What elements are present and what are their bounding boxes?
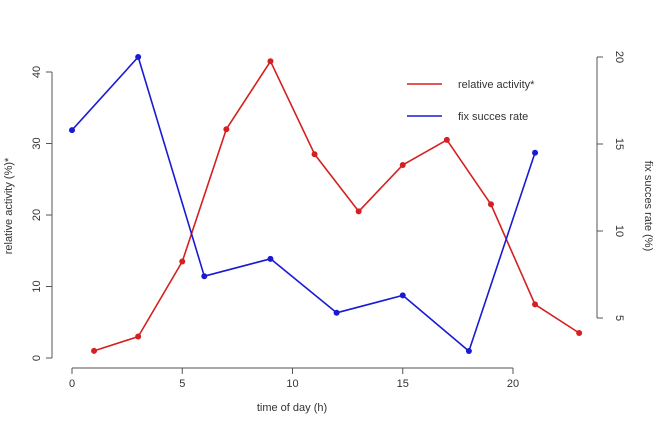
data-point-fix-success-rate	[135, 54, 142, 60]
x-tick-label: 5	[179, 378, 185, 390]
y-right-tick-label: 10	[613, 225, 625, 237]
y-left-tick-label: 20	[31, 209, 43, 221]
data-point-fix-success-rate	[267, 255, 274, 262]
legend-label: fix succes rate	[458, 111, 528, 123]
data-point-relative-activity	[355, 208, 362, 215]
x-axis-label: time of day (h)	[257, 402, 327, 414]
data-point-relative-activity	[135, 333, 142, 340]
series-relative-activity	[91, 58, 583, 354]
data-point-fix-success-rate	[399, 292, 406, 299]
axes-group: 0 5 10 15 20 0 10 20 30 40 5 10 15 20	[31, 51, 625, 390]
x-tick-label: 15	[397, 378, 409, 390]
y-right-tick-label: 5	[613, 315, 625, 321]
y-right-tick-label: 20	[613, 51, 625, 63]
data-point-fix-success-rate	[333, 309, 340, 316]
data-point-relative-activity	[267, 58, 274, 65]
data-point-relative-activity	[576, 329, 583, 336]
series-group	[69, 54, 583, 355]
data-point-fix-success-rate	[532, 149, 539, 156]
y-right-tick-label: 15	[613, 138, 625, 150]
data-point-relative-activity	[532, 301, 539, 308]
legend-label: relative activity*	[458, 79, 535, 91]
data-point-relative-activity	[443, 136, 450, 143]
y-axis-left-label: relative activity (%)*	[3, 157, 15, 254]
data-point-relative-activity	[311, 151, 318, 158]
y-left-tick-label: 40	[31, 66, 43, 78]
x-tick-label: 10	[286, 378, 298, 390]
series-fix-success-rate	[69, 54, 539, 355]
x-tick-label: 20	[507, 378, 519, 390]
y-left-tick-label: 10	[31, 280, 43, 292]
x-tick-label: 0	[69, 378, 75, 390]
legend: relative activity* fix succes rate	[407, 79, 535, 123]
y-left-tick-label: 0	[31, 355, 43, 361]
y-left-tick-label: 30	[31, 137, 43, 149]
data-point-fix-success-rate	[69, 127, 75, 134]
data-point-fix-success-rate	[465, 348, 472, 355]
series-line-fix-success-rate	[71, 56, 536, 352]
data-point-relative-activity	[399, 161, 406, 168]
data-point-relative-activity	[179, 258, 186, 265]
data-point-relative-activity	[487, 201, 494, 208]
y-axis-right-label: fix succes rate (%)	[642, 161, 654, 251]
data-point-relative-activity	[91, 347, 98, 354]
data-point-fix-success-rate	[201, 273, 208, 280]
data-point-relative-activity	[223, 126, 230, 133]
series-line-relative-activity	[93, 60, 580, 352]
